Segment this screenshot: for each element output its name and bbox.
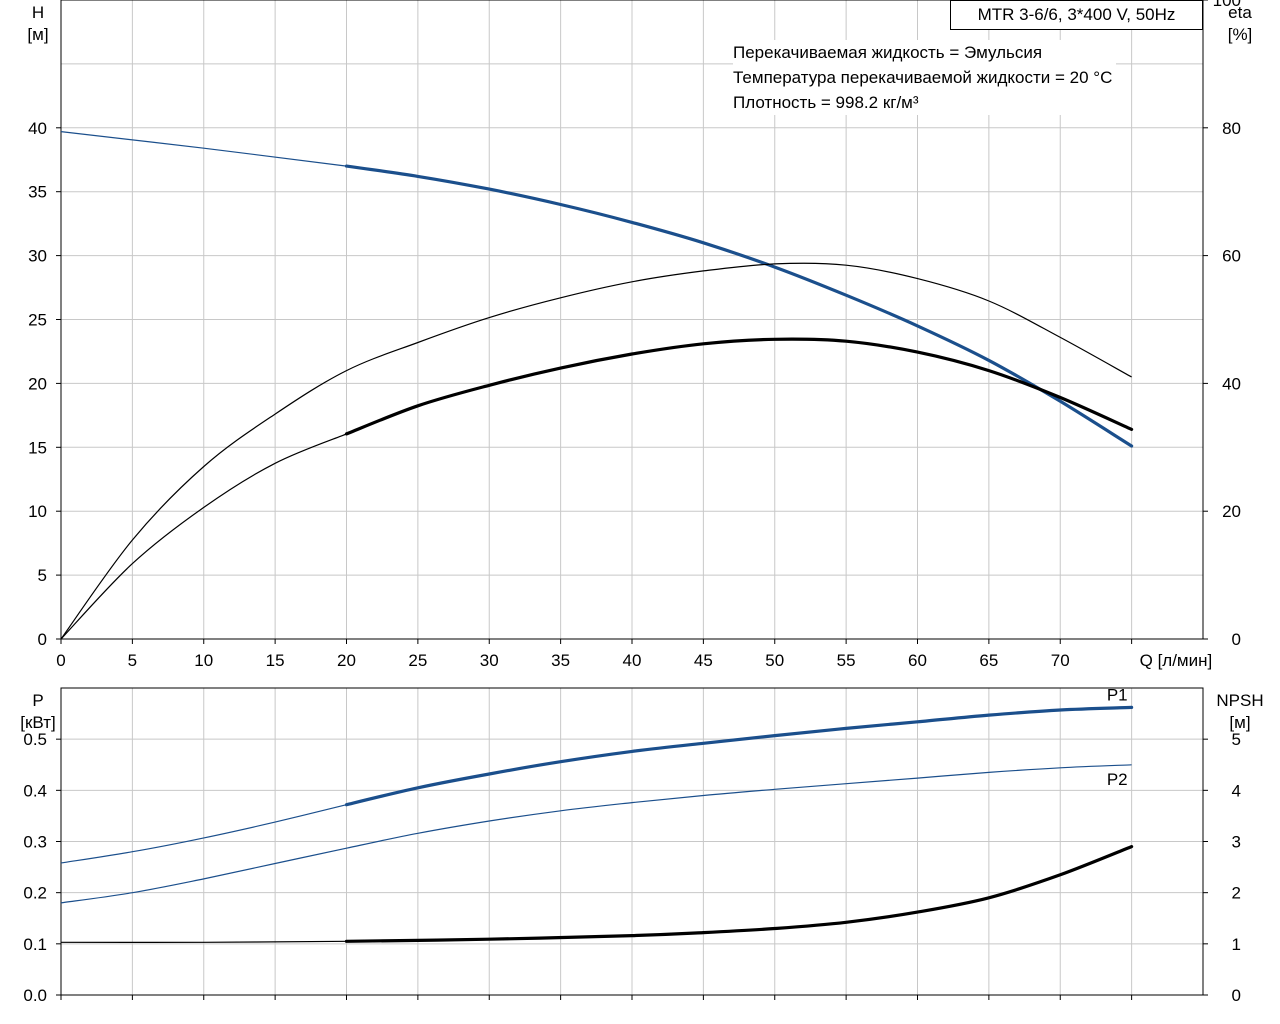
x-tick-label: 35 [551,651,570,670]
y-tick-label: 15 [28,438,47,457]
y2-tick-label: 0 [1232,986,1241,1005]
fluid-info-line: Температура перекачиваемой жидкости = 20… [733,68,1113,87]
series-line-thin [60,940,347,943]
y2-axis-unit: [м] [1229,713,1250,732]
y-tick-label: 0 [38,630,47,649]
y2-tick-label: 100 [1213,0,1241,10]
fluid-info-line: Перекачиваемая жидкость = Эмульсия [733,43,1043,62]
pump-model-label: MTR 3-6/6, 3*400 V, 50Hz [977,5,1176,24]
y2-tick-label: 20 [1222,502,1241,521]
y-tick-label: 35 [28,183,47,202]
series-label: P2 [1107,770,1128,789]
y2-tick-label: 2 [1232,884,1241,903]
y-tick-label: 30 [28,247,47,266]
y2-tick-label: 4 [1232,781,1241,800]
x-tick-label: 0 [56,651,65,670]
x-tick-label: 5 [128,651,137,670]
pump-model-box: MTR 3-6/6, 3*400 V, 50Hz [950,0,1203,30]
y-tick-label: 0.0 [23,986,47,1005]
series-line [344,164,1134,448]
y-axis-label: P [32,691,43,710]
series-line-thin [60,804,347,864]
series-line-thin [60,262,1132,640]
y-tick-label: 40 [28,119,47,138]
series-line-thin [60,433,347,640]
series-line [344,705,1134,807]
y2-axis-label: eta [1228,3,1252,22]
series-line-thin [60,131,347,167]
y2-tick-label: 0 [1232,630,1241,649]
x-tick-label: 40 [623,651,642,670]
x-tick-label: 30 [480,651,499,670]
y2-tick-label: 5 [1232,730,1241,749]
y-tick-label: 0.3 [23,833,47,852]
x-tick-label: 10 [194,651,213,670]
y-tick-label: 0.2 [23,884,47,903]
series-line-thin [60,764,1132,904]
x-tick-label: 15 [266,651,285,670]
y-tick-label: 25 [28,311,47,330]
x-tick-label: 50 [765,651,784,670]
y-tick-label: 0.1 [23,935,47,954]
y2-tick-label: 60 [1222,247,1241,266]
y2-axis-unit: [%] [1228,25,1253,44]
y2-tick-label: 40 [1222,374,1241,393]
x-axis-label: Q [л/мин] [1140,651,1213,670]
fluid-info: Перекачиваемая жидкость = Эмульсия Темпе… [733,40,1117,115]
x-tick-label: 60 [908,651,927,670]
y2-tick-label: 3 [1232,833,1241,852]
y-axis-label: H [32,3,44,22]
fluid-info-line: Плотность = 998.2 кг/м³ [733,93,919,112]
y-axis-unit: [м] [27,25,48,44]
y-tick-label: 20 [28,374,47,393]
y2-tick-label: 1 [1232,935,1241,954]
y2-axis-label: NPSH [1216,691,1263,710]
x-tick-label: 55 [837,651,856,670]
y-tick-label: 5 [38,566,47,585]
x-tick-label: 65 [979,651,998,670]
power-npsh-chart: 0.0 0.1 0.2 0.3 0.4 0.5 0 1 2 3 4 5 P [кВт] NPSH [м] P1 P… [20,685,1263,1005]
x-tick-label: 25 [408,651,427,670]
series-label: P1 [1107,685,1128,704]
x-tick-label: 45 [694,651,713,670]
x-tick-label: 20 [337,651,356,670]
x-tick-label: 70 [1051,651,1070,670]
series-line [344,337,1134,436]
series-line [344,845,1134,943]
y2-tick-label: 80 [1222,119,1241,138]
y-tick-label: 0.4 [23,781,47,800]
y-tick-label: 10 [28,502,47,521]
y-axis-unit: [кВт] [20,713,55,732]
y-tick-label: 0.5 [23,730,47,749]
